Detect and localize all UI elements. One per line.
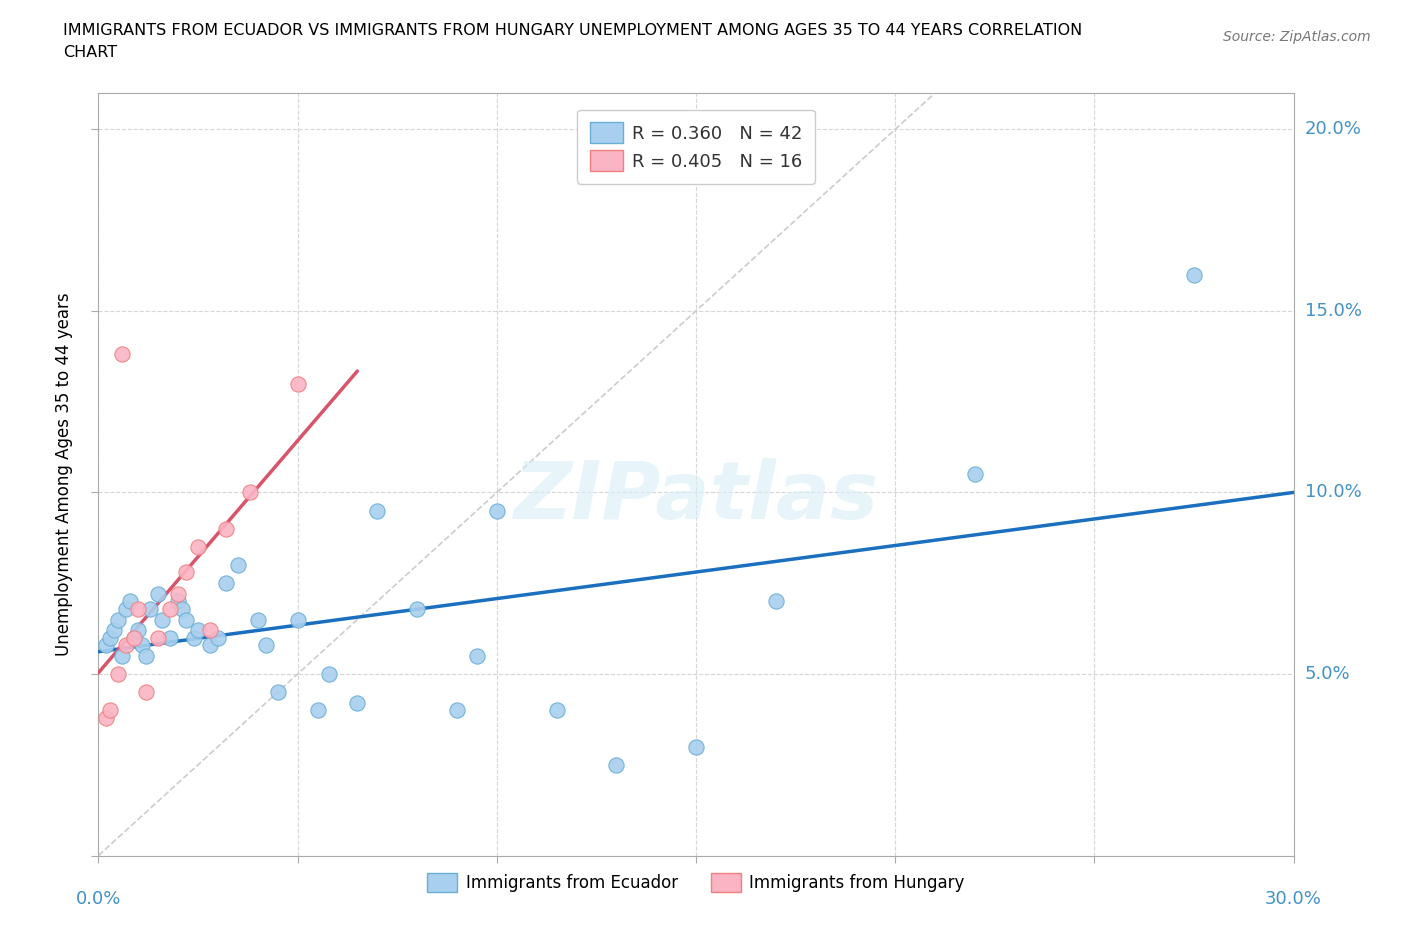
Text: 5.0%: 5.0% <box>1305 665 1350 683</box>
Point <box>167 594 190 609</box>
Point <box>287 376 309 391</box>
Point <box>198 623 221 638</box>
Point <box>346 696 368 711</box>
Point <box>254 638 277 653</box>
Point <box>215 576 238 591</box>
Text: 10.0%: 10.0% <box>1305 484 1361 501</box>
Point <box>765 594 787 609</box>
Point <box>135 648 157 663</box>
Text: IMMIGRANTS FROM ECUADOR VS IMMIGRANTS FROM HUNGARY UNEMPLOYMENT AMONG AGES 35 TO: IMMIGRANTS FROM ECUADOR VS IMMIGRANTS FR… <box>63 23 1083 38</box>
Point <box>120 594 142 609</box>
Point <box>174 565 197 579</box>
Point <box>198 638 221 653</box>
Point <box>485 503 508 518</box>
Point <box>685 739 707 754</box>
Point <box>246 612 269 627</box>
Legend: Immigrants from Ecuador, Immigrants from Hungary: Immigrants from Ecuador, Immigrants from… <box>419 865 973 900</box>
Point <box>111 347 134 362</box>
Point <box>96 638 118 653</box>
Point <box>115 601 138 616</box>
Point <box>111 648 134 663</box>
Point <box>465 648 488 663</box>
Point <box>103 623 125 638</box>
Text: 15.0%: 15.0% <box>1305 302 1361 320</box>
Point <box>187 623 209 638</box>
Point <box>96 711 118 725</box>
Point <box>127 623 149 638</box>
Text: ZIPatlas: ZIPatlas <box>513 458 879 537</box>
Point <box>159 601 181 616</box>
Point <box>239 485 262 500</box>
Point <box>150 612 173 627</box>
Point <box>107 612 129 627</box>
Point <box>98 703 122 718</box>
Point <box>127 601 149 616</box>
Text: CHART: CHART <box>63 45 117 60</box>
Point <box>183 631 205 645</box>
Point <box>963 467 986 482</box>
Point <box>124 631 146 645</box>
Point <box>172 601 194 616</box>
Text: Source: ZipAtlas.com: Source: ZipAtlas.com <box>1223 30 1371 44</box>
Point <box>318 667 340 682</box>
Point <box>287 612 309 627</box>
Point <box>215 522 238 537</box>
Point <box>307 703 329 718</box>
Point <box>546 703 568 718</box>
Point <box>159 631 181 645</box>
Y-axis label: Unemployment Among Ages 35 to 44 years: Unemployment Among Ages 35 to 44 years <box>55 293 73 656</box>
Point <box>148 587 170 602</box>
Point <box>406 601 429 616</box>
Point <box>207 631 229 645</box>
Point <box>167 587 190 602</box>
Point <box>139 601 162 616</box>
Point <box>135 684 157 699</box>
Point <box>98 631 122 645</box>
Point <box>174 612 197 627</box>
Point <box>148 631 170 645</box>
Point <box>1182 267 1205 282</box>
Point <box>115 638 138 653</box>
Point <box>187 539 209 554</box>
Point <box>366 503 388 518</box>
Text: 20.0%: 20.0% <box>1305 120 1361 139</box>
Point <box>226 558 249 573</box>
Point <box>124 631 146 645</box>
Text: 30.0%: 30.0% <box>1265 890 1322 909</box>
Point <box>605 757 627 772</box>
Point <box>446 703 468 718</box>
Text: 0.0%: 0.0% <box>76 890 121 909</box>
Point <box>267 684 290 699</box>
Point <box>131 638 153 653</box>
Point <box>107 667 129 682</box>
